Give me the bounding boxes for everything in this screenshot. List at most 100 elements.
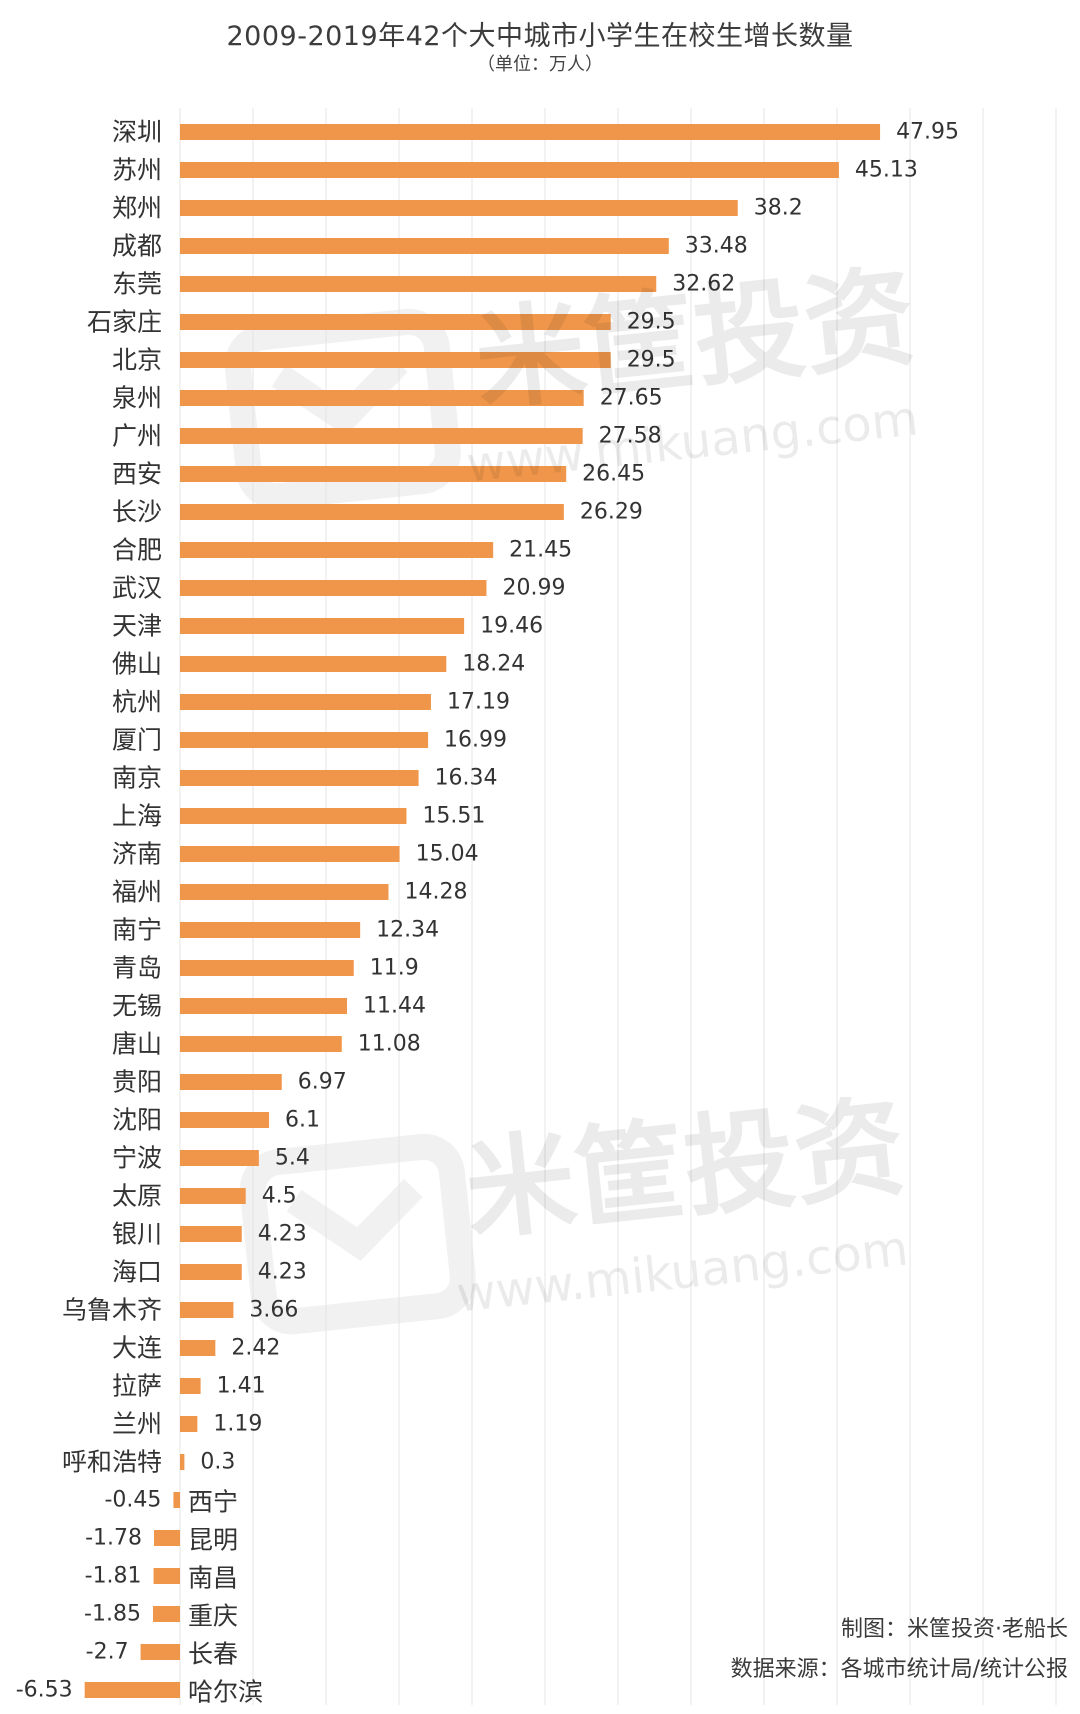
bar [180,504,564,520]
category-label: 泉州 [112,384,162,413]
bar [84,1682,180,1698]
bar [180,352,611,368]
value-label: 15.04 [416,842,479,867]
bar [180,1112,270,1128]
bar [180,1378,201,1394]
bar [180,884,389,900]
category-label: 上海 [112,802,162,831]
bar [180,1036,342,1052]
category-label: 呼和浩特 [62,1448,162,1477]
value-label: 1.41 [217,1374,266,1399]
category-label: 哈尔滨 [188,1678,263,1707]
value-label: 15.51 [422,804,485,829]
value-label: -1.81 [85,1564,142,1589]
bar [180,656,447,672]
category-label: 杭州 [112,688,162,717]
value-label: 27.65 [600,386,663,411]
category-label: 大连 [112,1334,162,1363]
bars-group [84,124,881,1698]
bar [180,1074,282,1090]
value-label: -2.7 [86,1640,129,1665]
value-label: 2.42 [231,1336,280,1361]
value-label: 32.62 [672,272,735,297]
value-label: 11.44 [363,994,426,1019]
bar [180,770,419,786]
value-label: 11.08 [358,1032,421,1057]
value-label: 26.29 [580,500,643,525]
value-label: 33.48 [685,234,748,259]
value-label: 6.97 [298,1070,347,1095]
category-label: 昆明 [188,1526,238,1555]
value-label: 4.5 [262,1184,297,1209]
category-label: 广州 [112,422,162,451]
value-label: 12.34 [376,918,439,943]
value-label: 26.45 [582,462,645,487]
category-labels: 深圳苏州郑州成都东莞石家庄北京泉州广州西安长沙合肥武汉天津佛山杭州厦门南京上海济… [62,118,263,1707]
category-label: 拉萨 [112,1372,162,1401]
value-label: -0.45 [104,1488,161,1513]
category-label: 宁波 [112,1144,162,1173]
bar [180,618,465,634]
category-label: 唐山 [112,1030,162,1059]
category-label: 佛山 [112,650,162,679]
category-label: 深圳 [112,118,162,147]
bar [180,922,361,938]
bar [180,1416,198,1432]
value-label: 29.5 [627,310,676,335]
value-label: 19.46 [480,614,543,639]
category-label: 无锡 [112,992,162,1021]
value-label: 16.34 [435,766,498,791]
credits-block: 制图：米筐投资·老船长 数据来源：各城市统计局/统计公报 [731,1610,1068,1690]
category-label: 海口 [112,1258,162,1287]
value-label: 6.1 [285,1108,320,1133]
category-label: 济南 [112,840,162,869]
bar [180,542,494,558]
bar [180,1150,259,1166]
bar [180,314,611,330]
category-label: 贵阳 [112,1068,162,1097]
value-label: 47.95 [896,120,959,145]
bar [180,1302,234,1318]
category-label: 西宁 [188,1488,238,1517]
bar [180,808,407,824]
bar [180,1226,242,1242]
bar [180,1188,246,1204]
value-label: 14.28 [404,880,467,905]
bar [140,1644,180,1660]
category-label: 银川 [112,1220,162,1249]
category-label: 南京 [112,764,162,793]
value-labels: 47.95 45.13 38.233.48 32.62 29.5 29.5 27.65 27.… [16,120,959,1703]
bar [180,960,354,976]
chart-title: 2009-2019年42个大中城市小学生在校生增长数量 [226,21,854,52]
bar [152,1606,180,1622]
category-label: 长春 [188,1640,238,1669]
value-label: 18.24 [462,652,525,677]
value-label: 3.66 [249,1298,298,1323]
bar [153,1568,180,1584]
chart-maker-credit: 制图：米筐投资·老船长 [841,1617,1068,1642]
bar [180,276,657,292]
value-label: -6.53 [16,1678,73,1703]
value-label: 0.3 [200,1450,235,1475]
category-label: 东莞 [112,270,162,299]
bar [173,1492,180,1508]
category-label: 苏州 [112,156,162,185]
value-label: 17.19 [447,690,510,715]
data-source-credit: 数据来源：各城市统计局/统计公报 [730,1657,1068,1682]
category-label: 合肥 [112,536,162,565]
category-label: 福州 [112,878,162,907]
bar [180,390,584,406]
value-label: 38.2 [754,196,803,221]
bar [180,124,881,140]
value-label: 29.5 [627,348,676,373]
category-label: 沈阳 [112,1106,162,1135]
bar [180,998,348,1014]
bar [180,238,669,254]
category-label: 西安 [112,460,162,489]
bar [180,694,431,710]
value-label: 4.23 [258,1260,307,1285]
bar [180,732,429,748]
value-label: 5.4 [275,1146,310,1171]
category-label: 乌鲁木齐 [62,1296,162,1325]
